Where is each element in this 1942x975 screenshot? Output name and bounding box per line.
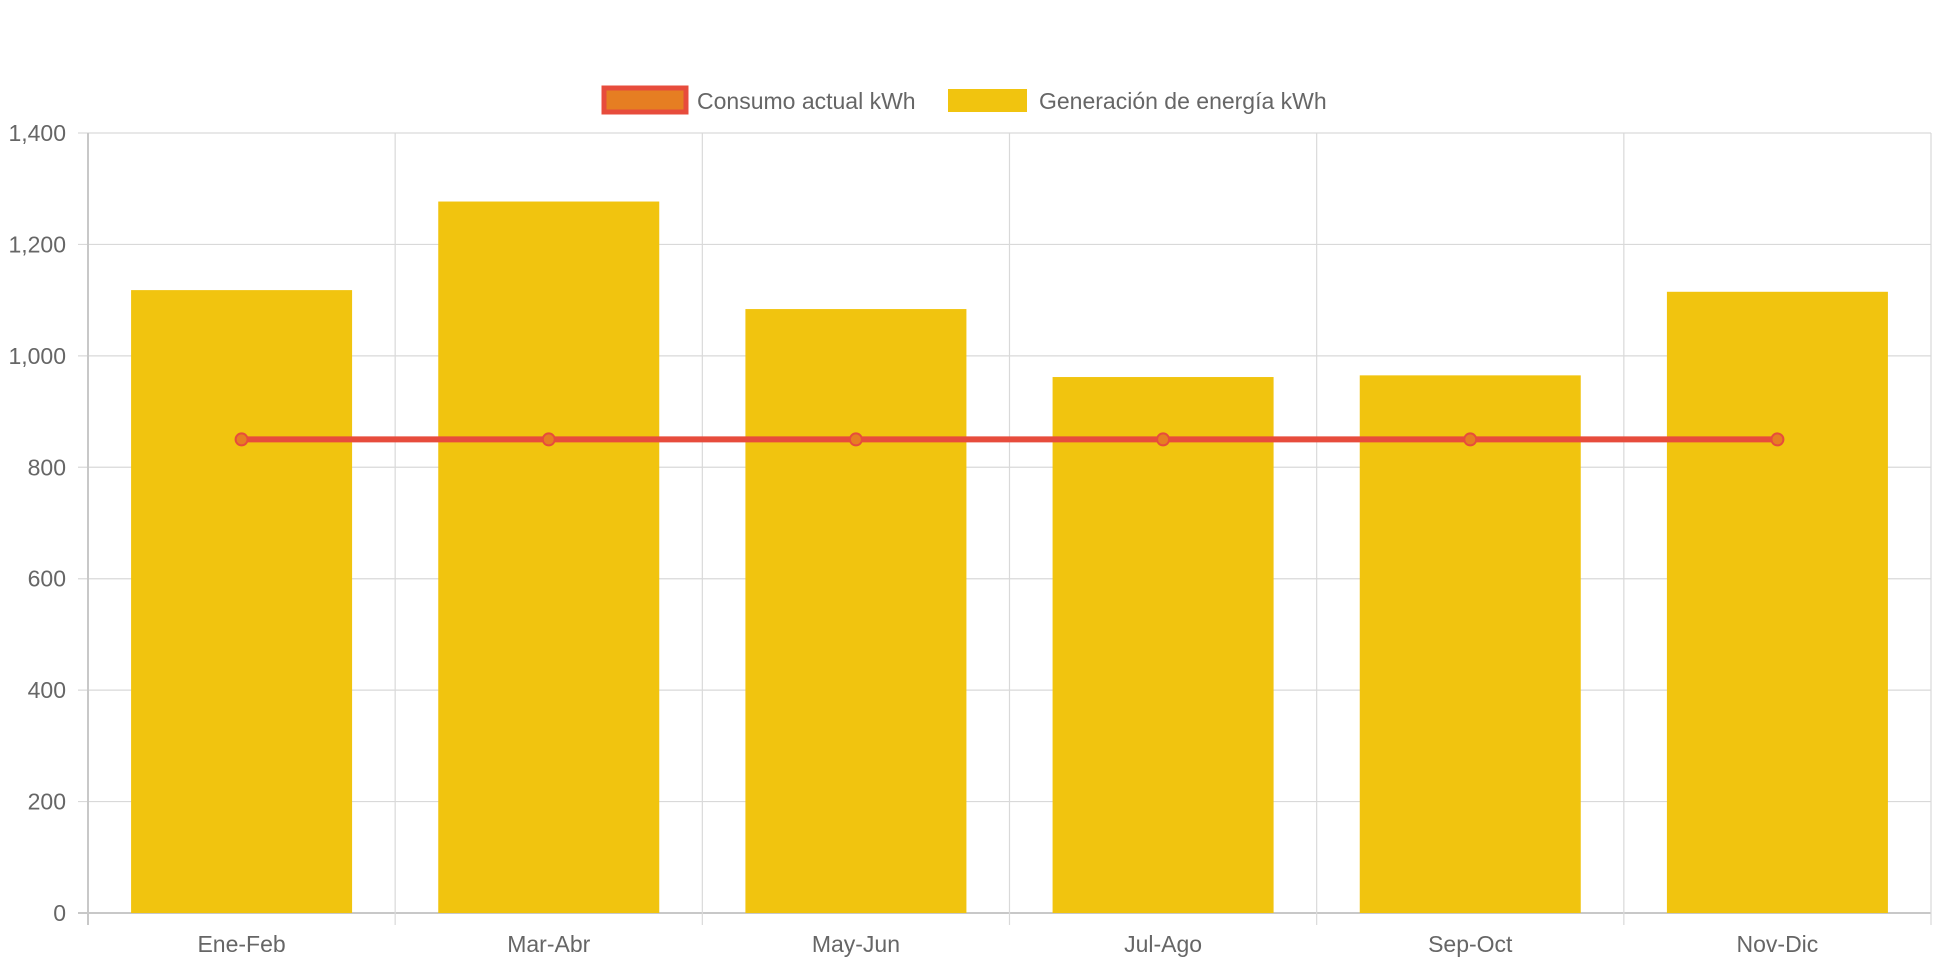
x-tick-label: Nov-Dic bbox=[1737, 931, 1819, 957]
x-tick-label: Sep-Oct bbox=[1428, 931, 1513, 957]
y-tick-label: 1,200 bbox=[8, 231, 66, 257]
y-tick-label: 600 bbox=[28, 566, 66, 592]
legend-swatch-consumo bbox=[601, 85, 689, 115]
point-consumo[interactable] bbox=[1770, 432, 1785, 447]
y-tick-label: 0 bbox=[53, 900, 66, 926]
legend: Consumo actual kWh Generación de energía… bbox=[601, 85, 1327, 115]
y-tick-label: 1,000 bbox=[8, 343, 66, 369]
bar-generacion[interactable] bbox=[1666, 291, 1888, 913]
grid bbox=[78, 132, 1932, 925]
line-series bbox=[234, 432, 1785, 447]
x-tick-label: Ene-Feb bbox=[197, 931, 285, 957]
point-consumo[interactable] bbox=[848, 432, 863, 447]
y-tick-label: 800 bbox=[28, 454, 66, 480]
bar-generacion[interactable] bbox=[438, 201, 660, 913]
x-tick-label: Jul-Ago bbox=[1124, 931, 1202, 957]
bar-generacion[interactable] bbox=[1359, 375, 1581, 913]
point-consumo[interactable] bbox=[1156, 432, 1171, 447]
axes: 0 200 400 600 800 1,000 1,200 1,400 Ene-Feb Mar-A… bbox=[8, 120, 1818, 957]
legend-label-consumo: Consumo actual kWh bbox=[697, 88, 916, 114]
bar-generacion[interactable] bbox=[1052, 377, 1274, 913]
legend-swatch-generacion bbox=[948, 89, 1027, 112]
legend-label-generacion: Generación de energía kWh bbox=[1039, 88, 1327, 114]
bar-generacion[interactable] bbox=[745, 309, 967, 913]
y-tick-label: 1,400 bbox=[8, 120, 66, 146]
point-consumo[interactable] bbox=[541, 432, 556, 447]
y-tick-label: 400 bbox=[28, 677, 66, 703]
point-consumo[interactable] bbox=[234, 432, 249, 447]
x-tick-label: Mar-Abr bbox=[507, 931, 590, 957]
bars bbox=[131, 201, 1888, 914]
point-consumo[interactable] bbox=[1463, 432, 1478, 447]
x-tick-label: May-Jun bbox=[812, 931, 900, 957]
y-tick-label: 200 bbox=[28, 789, 66, 815]
bar-generacion[interactable] bbox=[131, 290, 353, 914]
